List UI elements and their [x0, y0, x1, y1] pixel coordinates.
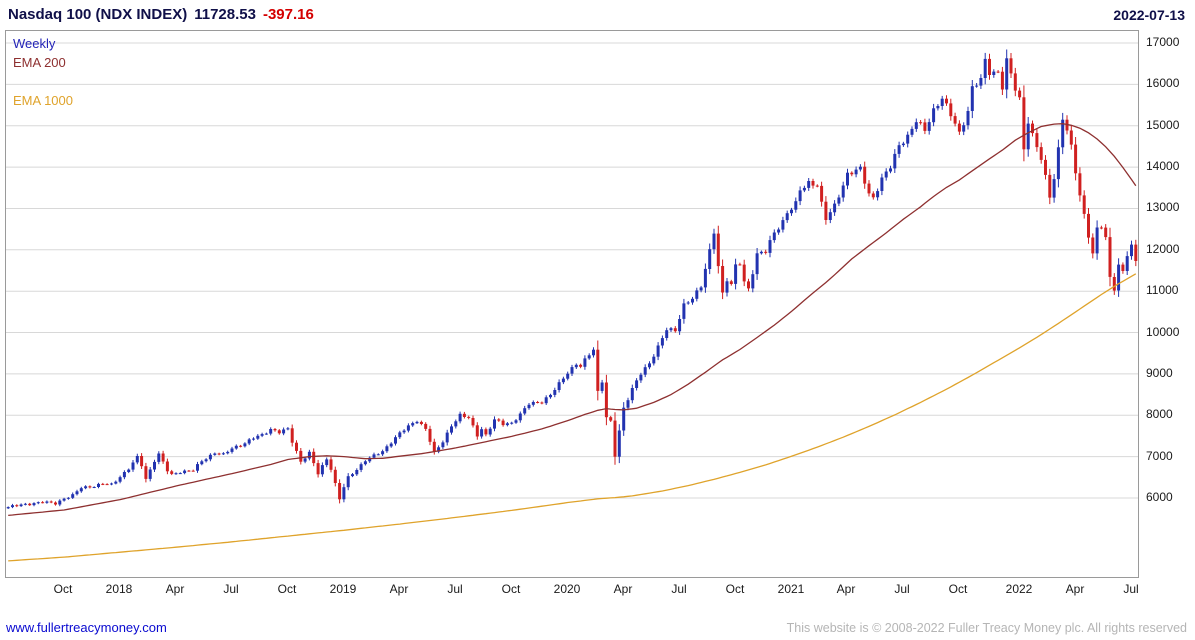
x-axis-tick-label: Oct [725, 582, 745, 596]
y-axis-tick-label: 16000 [1146, 76, 1180, 90]
y-axis-tick-label: 6000 [1146, 490, 1173, 504]
x-axis-tick-label: Apr [836, 582, 856, 596]
x-axis-tick-label: Apr [389, 582, 409, 596]
x-axis-tick-label: Jul [1123, 582, 1139, 596]
y-axis-tick-label: 8000 [1146, 407, 1173, 421]
legend-ema-1000: EMA 1000 [13, 93, 73, 108]
price-change: -397.16 [262, 6, 314, 23]
legend-interval-weekly: Weekly [13, 36, 56, 51]
x-axis-tick-label: Jul [447, 582, 463, 596]
chart-title-bar: Nasdaq 100 (NDX INDEX) 11728.53 -397.16 [8, 6, 314, 23]
y-axis-tick-label: 14000 [1146, 159, 1180, 173]
x-axis-tick-label: 2019 [329, 582, 357, 596]
x-axis-tick-label: Jul [223, 582, 239, 596]
y-axis-tick-label: 17000 [1146, 35, 1180, 49]
copyright-text: This website is © 2008-2022 Fuller Treac… [786, 621, 1187, 635]
x-axis-tick-label: Oct [277, 582, 297, 596]
y-axis-tick-label: 13000 [1146, 200, 1180, 214]
x-axis-tick-label: Apr [165, 582, 185, 596]
chart-plot-area[interactable]: Weekly EMA 200 EMA 1000 [5, 30, 1139, 578]
candles-group [6, 49, 1138, 509]
instrument-title: Nasdaq 100 (NDX INDEX) [8, 6, 188, 23]
y-axis-tick-label: 11000 [1146, 283, 1179, 297]
candlestick-chart [6, 42, 1138, 562]
x-axis-tick-label: Oct [948, 582, 968, 596]
x-axis-tick-label: 2020 [553, 582, 581, 596]
y-axis-tick-label: 7000 [1146, 449, 1173, 463]
ema-1000-line [8, 273, 1137, 562]
x-axis-tick-label: Oct [501, 582, 521, 596]
x-axis-tick-label: Apr [613, 582, 633, 596]
x-axis-tick-label: 2021 [777, 582, 805, 596]
y-axis-tick-label: 9000 [1146, 366, 1173, 380]
ema-200-line [8, 123, 1137, 517]
y-axis-tick-label: 15000 [1146, 118, 1180, 132]
x-axis-tick-label: 2022 [1005, 582, 1033, 596]
x-axis-tick-label: Jul [894, 582, 910, 596]
website-link[interactable]: www.fullertreacymoney.com [6, 620, 167, 635]
x-axis-tick-label: Oct [53, 582, 73, 596]
y-axis-tick-label: 10000 [1146, 325, 1180, 339]
y-axis-tick-label: 12000 [1146, 242, 1180, 256]
x-axis-tick-label: 2018 [105, 582, 133, 596]
x-axis-tick-label: Jul [671, 582, 687, 596]
last-price: 11728.53 [194, 6, 256, 23]
chart-date: 2022-07-13 [1113, 7, 1185, 23]
legend-ema-200: EMA 200 [13, 55, 66, 70]
x-axis-tick-label: Apr [1065, 582, 1085, 596]
